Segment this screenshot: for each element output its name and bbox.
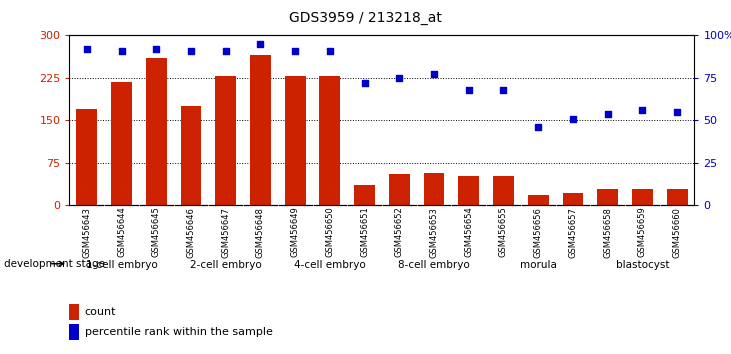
Bar — [215, 76, 236, 205]
Text: 8-cell embryo: 8-cell embryo — [398, 259, 470, 270]
Point — [498, 87, 510, 93]
Text: count: count — [85, 307, 116, 318]
Point — [428, 72, 440, 77]
Point — [220, 48, 232, 53]
Point — [393, 75, 405, 81]
Bar — [145, 58, 167, 205]
Text: percentile rank within the sample: percentile rank within the sample — [85, 327, 273, 337]
Point — [567, 116, 579, 121]
Bar — [667, 189, 687, 205]
Text: blastocyst: blastocyst — [616, 259, 669, 270]
Point — [637, 107, 648, 113]
Bar — [111, 82, 132, 205]
Bar — [423, 173, 444, 205]
Point — [115, 48, 127, 53]
Bar — [493, 176, 514, 205]
Bar — [632, 189, 653, 205]
Point — [185, 48, 197, 53]
Text: 4-cell embryo: 4-cell embryo — [294, 259, 366, 270]
Text: GDS3959 / 213218_at: GDS3959 / 213218_at — [289, 11, 442, 25]
Point — [359, 80, 371, 86]
Bar — [354, 185, 375, 205]
Bar — [250, 55, 270, 205]
Point — [324, 48, 336, 53]
Point — [463, 87, 474, 93]
Bar — [597, 189, 618, 205]
Point — [81, 46, 93, 52]
Point — [289, 48, 301, 53]
Bar — [284, 76, 306, 205]
Bar — [319, 76, 340, 205]
Bar — [562, 193, 583, 205]
Bar — [458, 176, 479, 205]
Bar — [77, 109, 97, 205]
Point — [151, 46, 162, 52]
Text: 2-cell embryo: 2-cell embryo — [190, 259, 262, 270]
Point — [671, 109, 683, 115]
Bar — [181, 106, 201, 205]
Point — [254, 41, 266, 47]
Point — [532, 124, 544, 130]
Bar — [528, 195, 548, 205]
Bar — [389, 174, 409, 205]
Text: 1-cell embryo: 1-cell embryo — [86, 259, 157, 270]
Text: development stage: development stage — [4, 259, 105, 269]
Point — [602, 111, 613, 116]
Text: morula: morula — [520, 259, 556, 270]
